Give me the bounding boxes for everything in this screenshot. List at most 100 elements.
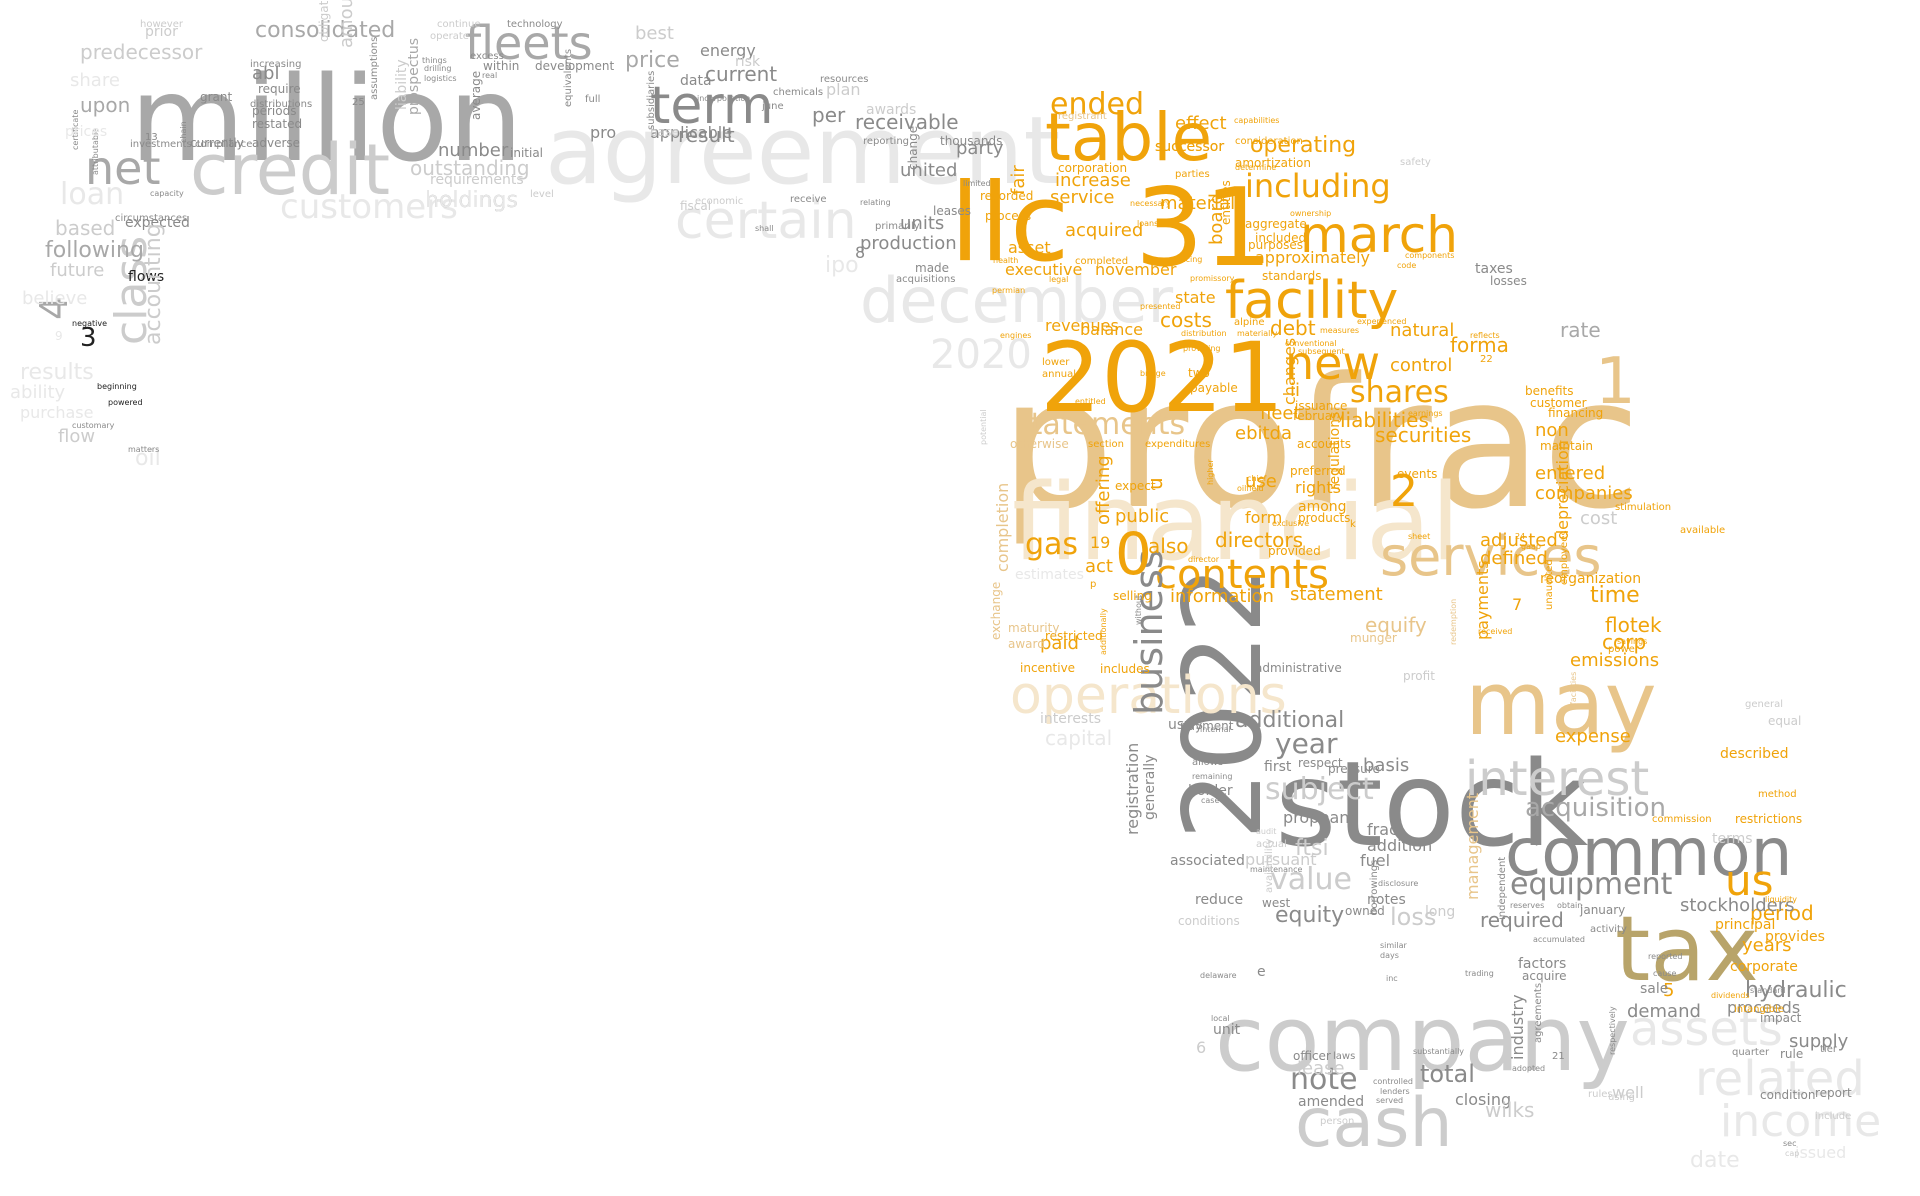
word-february: february xyxy=(1293,409,1345,423)
word-based: based xyxy=(55,216,116,240)
word-liability: liability xyxy=(394,59,410,110)
word-subsidiaries: subsidiaries xyxy=(646,70,657,130)
word-closing: closing xyxy=(1455,1090,1512,1109)
word-cause: cause xyxy=(1653,969,1677,978)
word-redemption: redemption xyxy=(1449,598,1458,645)
word-health: health xyxy=(993,256,1019,265)
word-potential: potential xyxy=(979,409,988,445)
word-payable: payable xyxy=(1190,381,1238,395)
word-also: also xyxy=(1148,534,1189,558)
word-includes: includes xyxy=(1100,662,1150,676)
word-determine: determine xyxy=(1235,163,1277,172)
word-matters: matters xyxy=(128,445,160,454)
word-allows: allows xyxy=(1192,757,1224,768)
word-successor: successor xyxy=(1155,139,1225,155)
word-reorganization: reorganization xyxy=(1540,571,1642,587)
word-remaining: remaining xyxy=(1192,772,1233,781)
word-expect: expect xyxy=(1115,479,1156,493)
word-e: e xyxy=(1257,964,1266,980)
word-presented: presented xyxy=(1140,302,1181,311)
word-industry: industry xyxy=(1508,994,1527,1060)
word-receivable: receivable xyxy=(855,110,959,134)
word-november: november xyxy=(1095,260,1177,279)
word-accumulated: accumulated xyxy=(1533,935,1585,944)
word-current: current xyxy=(705,62,778,86)
word-similar: similar xyxy=(1380,941,1407,950)
word-intangible: intangible xyxy=(1734,1004,1784,1015)
word-level: level xyxy=(530,189,554,200)
word-fleet: fleet xyxy=(1260,403,1301,424)
word-recorded: recorded xyxy=(980,189,1034,203)
word-holdings: holdings xyxy=(425,188,518,213)
word-net: net xyxy=(85,141,161,195)
word-limited: limited xyxy=(963,179,991,188)
word-production: production xyxy=(860,233,957,254)
word-loan: loan xyxy=(60,177,125,212)
word-savings: savings xyxy=(1617,637,1648,646)
word-21: 21 xyxy=(1552,1051,1565,1062)
word-chief: chief xyxy=(1247,474,1267,483)
word-report: report xyxy=(1815,1086,1852,1100)
word-incentive: incentive xyxy=(1020,661,1076,675)
word-bridge: bridge xyxy=(1140,369,1166,378)
word-drilling: drilling xyxy=(424,64,452,73)
word-data: data xyxy=(680,73,712,89)
word-2020: 2020 xyxy=(930,332,1032,378)
word-lenders: lenders xyxy=(1380,1087,1410,1096)
word-financing: financing xyxy=(1548,406,1604,420)
word-emissions: emissions xyxy=(1570,650,1660,671)
word-flows: flows xyxy=(128,269,165,285)
word-million: million xyxy=(130,50,524,188)
word-liquidity: liquidity xyxy=(1765,895,1797,904)
word-companies: companies xyxy=(1535,483,1633,504)
word-8: 8 xyxy=(855,243,866,262)
word-balance: balance xyxy=(1080,320,1143,339)
word-operations: operations xyxy=(1010,666,1287,726)
word-investments: investments xyxy=(130,139,192,150)
word-entitled: entitled xyxy=(1075,397,1106,406)
word-materially: materially xyxy=(1237,329,1278,338)
word-circumstances: circumstances xyxy=(115,213,188,224)
word-note: note xyxy=(1290,1062,1358,1097)
word-fleets: fleets xyxy=(465,16,593,70)
word-grant: grant xyxy=(200,90,233,104)
word-beginning: beginning xyxy=(97,382,137,391)
word-3: 3 xyxy=(80,323,97,353)
word-two: two xyxy=(1188,366,1210,380)
word-obligations: obligations xyxy=(317,0,331,42)
word-proppant: proppant xyxy=(1283,808,1356,827)
word-results: results xyxy=(20,360,94,385)
word-stock: stock xyxy=(1275,735,1589,873)
word-upon: upon xyxy=(80,93,131,117)
word-offering: offering xyxy=(1093,455,1114,525)
word-form: form xyxy=(1245,508,1283,527)
word-p: p xyxy=(1090,579,1097,590)
word-number: number xyxy=(438,140,509,161)
word-acquired: acquired xyxy=(1065,220,1144,241)
word-reported: reported xyxy=(1648,952,1683,961)
word-dividends: dividends xyxy=(1711,991,1750,1000)
word-method: method xyxy=(1758,789,1797,800)
word-company: company xyxy=(1215,987,1630,1092)
word-alpine: alpine xyxy=(1234,317,1265,328)
word-june: june xyxy=(762,101,784,112)
word-usws: usws xyxy=(1168,717,1203,733)
word-legal: legal xyxy=(1049,275,1069,284)
word-accounts: accounts xyxy=(1297,437,1352,451)
word-laws: laws xyxy=(1333,1051,1356,1062)
word-equivalents: equivalents xyxy=(563,48,574,107)
word-interest: interest xyxy=(1465,751,1650,807)
word-believe: believe xyxy=(22,288,88,309)
word-holdings: holdings xyxy=(425,188,518,213)
word-amortization: amortization xyxy=(1235,156,1311,170)
word-prior: prior xyxy=(145,24,178,40)
word-factors: factors xyxy=(1518,956,1567,972)
word-profit: profit xyxy=(1403,669,1435,683)
word-permian: permian xyxy=(992,286,1026,295)
word-25: 25 xyxy=(352,97,365,108)
word-primarily: primarily xyxy=(875,221,920,232)
word-otherwise: otherwise xyxy=(1010,437,1069,451)
word-section: section xyxy=(1088,439,1125,450)
word-maintenance: maintenance xyxy=(1250,865,1303,874)
